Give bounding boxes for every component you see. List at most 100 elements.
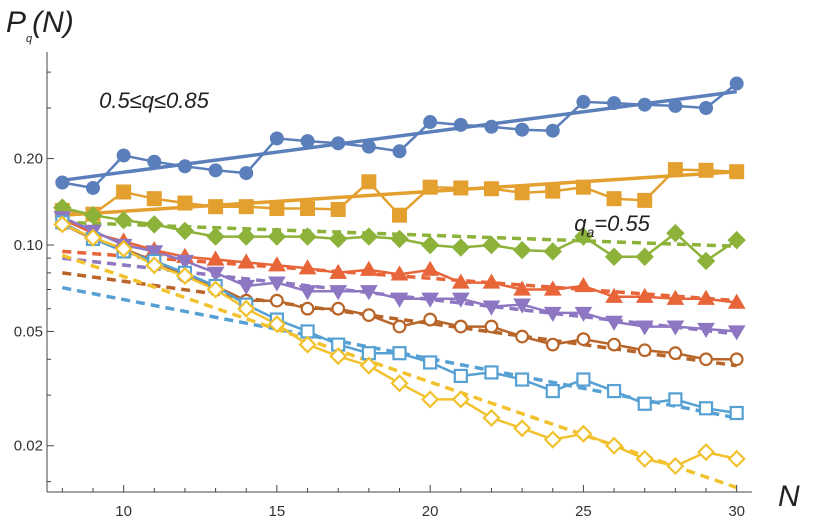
- data-point: [329, 263, 348, 279]
- data-point: [423, 355, 438, 370]
- data-point: [729, 405, 744, 421]
- data-point: [53, 215, 72, 234]
- data-point: [574, 306, 593, 322]
- data-point: [237, 279, 256, 295]
- data-point: [513, 298, 531, 314]
- data-point: [512, 240, 532, 260]
- data-point: [329, 347, 348, 366]
- data-point: [545, 123, 560, 138]
- data-point: [482, 408, 501, 427]
- data-point: [300, 201, 316, 217]
- data-point: [637, 97, 652, 112]
- data-point: [177, 159, 192, 174]
- data-point: [545, 383, 560, 399]
- data-point: [545, 337, 560, 352]
- data-point: [145, 256, 164, 275]
- data-point: [298, 335, 317, 354]
- data-point: [453, 319, 468, 334]
- y-tick-label: 0.20: [14, 151, 43, 168]
- data-point: [392, 144, 407, 159]
- data-point: [543, 430, 562, 449]
- data-point: [637, 343, 652, 358]
- fit-line: [61, 253, 738, 490]
- data-point: [328, 229, 348, 249]
- data-point: [359, 260, 378, 276]
- data-point: [359, 285, 378, 301]
- data-point: [484, 365, 499, 380]
- annotation-q-range: 0.5≤q≤0.85: [99, 88, 210, 113]
- data-point: [666, 289, 685, 305]
- data-point: [421, 260, 440, 276]
- data-point: [727, 449, 746, 468]
- data-point: [237, 299, 256, 318]
- data-point: [298, 259, 317, 275]
- data-point: [208, 163, 223, 178]
- data-point: [421, 292, 440, 308]
- data-point: [238, 199, 254, 215]
- data-point: [147, 154, 162, 169]
- data-point: [423, 115, 438, 130]
- data-point: [637, 396, 652, 411]
- data-point: [300, 134, 315, 149]
- data-point: [637, 192, 653, 208]
- data-point: [727, 293, 746, 309]
- data-point: [331, 136, 346, 151]
- data-point: [515, 329, 530, 344]
- data-point: [392, 346, 407, 361]
- data-point: [515, 372, 530, 387]
- data-point: [727, 325, 746, 341]
- data-point: [451, 292, 470, 308]
- data-point: [575, 179, 591, 195]
- data-point: [453, 368, 468, 384]
- data-point: [635, 287, 654, 303]
- data-point: [392, 207, 407, 223]
- data-point: [482, 300, 501, 316]
- data-point: [453, 180, 469, 196]
- series-markers: [53, 76, 746, 476]
- data-point: [298, 285, 317, 301]
- data-point: [239, 166, 254, 181]
- data-point: [635, 247, 654, 266]
- y-tick-label: 0.02: [14, 438, 43, 455]
- data-point: [514, 185, 530, 201]
- data-point: [206, 280, 225, 299]
- data-point: [699, 352, 713, 367]
- data-point: [268, 256, 286, 272]
- data-point: [422, 179, 438, 195]
- data-point: [116, 184, 132, 200]
- data-point: [635, 449, 654, 468]
- data-point: [606, 191, 622, 207]
- data-point: [605, 287, 623, 303]
- data-point: [668, 392, 683, 407]
- data-point: [421, 390, 440, 409]
- data-point: [237, 253, 256, 269]
- data-point: [420, 235, 440, 255]
- data-point: [269, 131, 284, 146]
- data-point: [482, 235, 501, 255]
- data-point: [668, 98, 683, 113]
- data-point: [697, 289, 715, 305]
- data-point: [390, 374, 409, 393]
- data-point: [484, 319, 499, 334]
- data-point: [390, 292, 409, 308]
- data-point: [206, 227, 225, 246]
- data-point: [423, 312, 438, 327]
- x-tick-label: 10: [115, 503, 132, 520]
- data-point: [361, 139, 376, 154]
- x-tick-label: 25: [575, 503, 592, 520]
- data-point: [698, 162, 714, 178]
- data-point: [390, 265, 409, 281]
- data-point: [330, 201, 346, 217]
- data-point: [392, 319, 407, 334]
- data-point: [390, 229, 409, 249]
- data-point: [666, 223, 685, 243]
- data-point: [484, 119, 499, 134]
- data-point: [698, 401, 714, 416]
- data-point: [606, 383, 622, 399]
- data-point: [83, 228, 103, 247]
- data-point: [206, 250, 225, 266]
- data-point: [605, 436, 624, 455]
- data-point: [268, 276, 286, 292]
- fit-line: [62, 271, 737, 368]
